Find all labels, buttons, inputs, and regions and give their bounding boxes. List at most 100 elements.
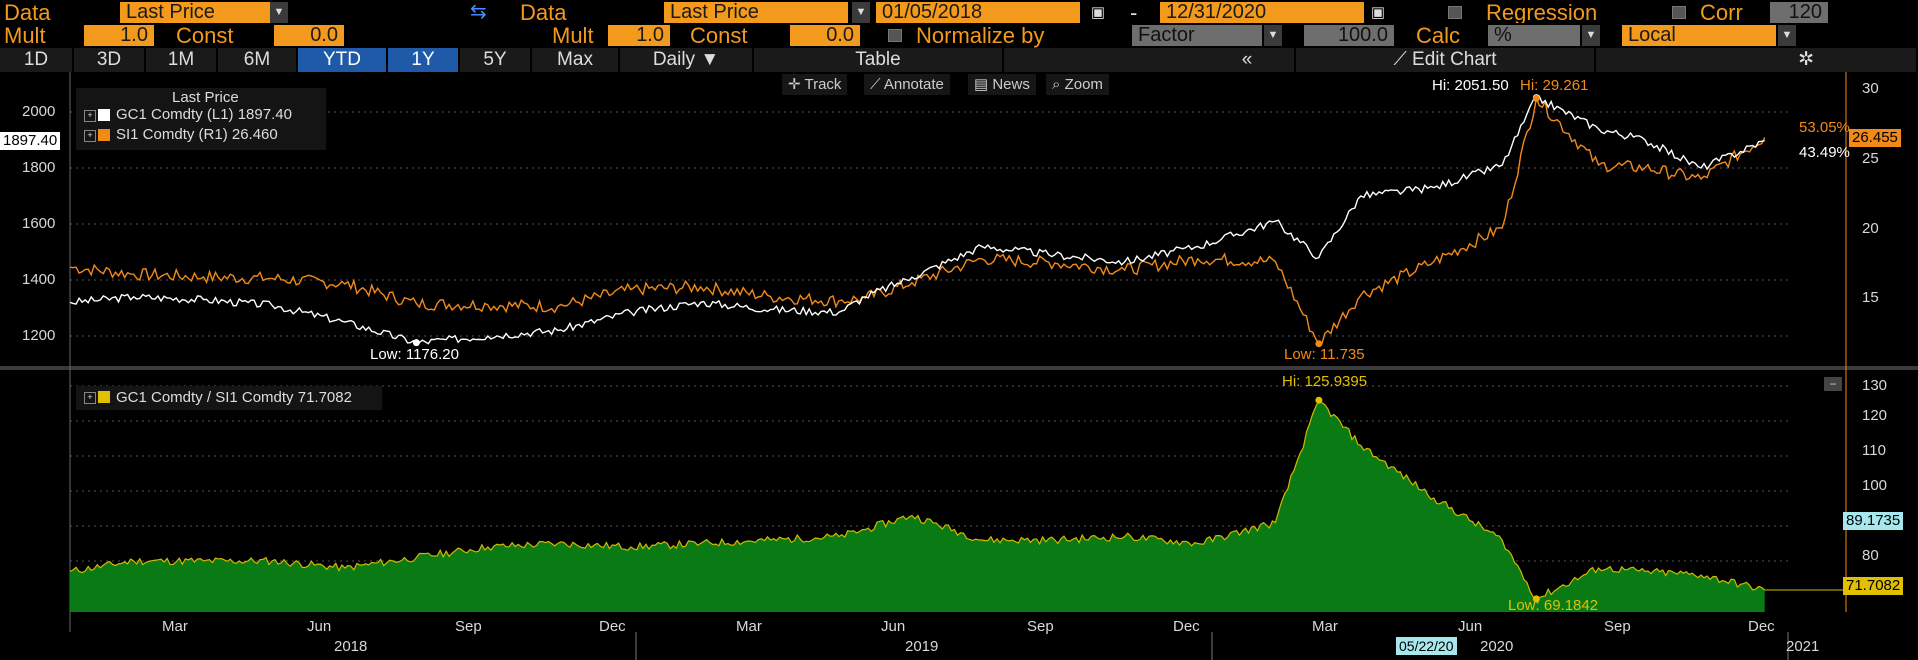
ratio-last-value: 71.7082 — [1843, 577, 1904, 595]
const-label: Const — [176, 23, 234, 48]
track-label: Track — [804, 76, 842, 93]
legend-silver[interactable]: SI1 Comdty (R1) 26.460 — [116, 126, 278, 143]
period-max[interactable]: Max — [532, 48, 620, 72]
chevron-down-icon[interactable]: ▼ — [1582, 25, 1600, 46]
local-select[interactable]: Local — [1622, 25, 1776, 46]
news-tool[interactable]: ▤ News — [968, 74, 1036, 95]
period-1y[interactable]: 1Y — [388, 48, 460, 72]
period-5y[interactable]: 5Y — [460, 48, 532, 72]
mult-input-2[interactable]: 1.0 — [608, 25, 670, 46]
left-axis-tick: 1400 — [22, 271, 56, 288]
gold-low-marker — [412, 339, 420, 347]
annotate-tool[interactable]: ⟋ Annotate — [864, 74, 950, 95]
ratio-swatch — [98, 391, 110, 403]
collapse-button[interactable]: « — [1200, 48, 1296, 72]
x-axis-month: Mar — [1312, 618, 1338, 635]
upper-legend: Last Price + GC1 Comdty (L1) 1897.40 + S… — [76, 88, 326, 150]
chevron-down-icon[interactable]: ▼ — [852, 2, 870, 23]
silver-series-line — [69, 95, 1766, 345]
zoom-label: Zoom — [1064, 76, 1103, 93]
gear-icon: ✲ — [1798, 49, 1814, 70]
period-1m[interactable]: 1M — [146, 48, 218, 72]
track-tool[interactable]: ✛ Track — [782, 74, 848, 95]
regression-checkbox[interactable] — [1448, 6, 1462, 19]
silver-low-marker — [1315, 340, 1323, 348]
ratio-axis-tick: 120 — [1862, 407, 1888, 424]
corr-checkbox[interactable] — [1672, 6, 1686, 19]
period-6m[interactable]: 6M — [218, 48, 298, 72]
news-label: News — [992, 76, 1030, 93]
zoom-tool[interactable]: ⌕ Zoom — [1046, 74, 1109, 95]
regression-label: Regression — [1486, 0, 1598, 25]
chevron-down-icon: ▼ — [700, 49, 720, 70]
header-row-2: Mult 1.0 Const 0.0 Mult 1.0 Const 0.0 No… — [0, 23, 1918, 48]
frequency-select[interactable]: Daily ▼ — [620, 48, 754, 72]
chart-area[interactable] — [0, 72, 1918, 660]
mult-label-2: Mult — [552, 23, 594, 48]
left-axis-tick: 1200 — [22, 327, 56, 344]
minimize-panel-icon[interactable]: − — [1824, 377, 1842, 391]
calc-label: Calc — [1416, 23, 1461, 48]
normalize-select[interactable]: Factor — [1132, 25, 1262, 46]
ratio-hi-marker — [1315, 396, 1323, 404]
expand-icon[interactable]: + — [84, 392, 96, 404]
left-axis-tick: 1600 — [22, 215, 56, 232]
ratio-axis-tick: 80 — [1862, 547, 1879, 564]
period-3d[interactable]: 3D — [74, 48, 146, 72]
period-1d[interactable]: 1D — [0, 48, 74, 72]
const-input[interactable]: 0.0 — [274, 25, 344, 46]
calc-select[interactable]: % — [1488, 25, 1580, 46]
lower-legend: + GC1 Comdty / SI1 Comdty 71.7082 — [76, 386, 382, 410]
settings-button[interactable]: ✲ — [1596, 48, 1918, 72]
silver-low-label: Low: 11.735 — [1284, 346, 1365, 363]
ratio-low-label: Low: 69.1842 — [1508, 597, 1599, 614]
ratio-hi-label: Hi: 125.9395 — [1282, 373, 1368, 390]
silver-last-value: 26.455 — [1849, 129, 1901, 147]
ratio-cursor-value: 89.1735 — [1843, 512, 1904, 530]
mult-input[interactable]: 1.0 — [84, 25, 154, 46]
data-field-select[interactable]: Last Price — [120, 2, 270, 23]
mult-label: Mult — [4, 23, 46, 48]
swap-arrows-icon[interactable]: ⇆ — [470, 1, 487, 23]
gold-low-label: Low: 1176.20 — [370, 346, 459, 363]
x-axis-month: Dec — [1173, 618, 1200, 635]
edit-chart-button[interactable]: ⟋ Edit Chart — [1296, 48, 1596, 72]
silver-hi-label: Hi: 29.261 — [1520, 77, 1589, 94]
expand-icon[interactable]: + — [84, 110, 96, 122]
data-label-2: Data — [520, 0, 567, 25]
const-input-2[interactable]: 0.0 — [790, 25, 860, 46]
legend-gold[interactable]: GC1 Comdty (L1) 1897.40 — [116, 106, 292, 123]
normalize-number-input[interactable]: 100.0 — [1304, 25, 1394, 46]
calendar-icon[interactable]: ▣ — [1090, 4, 1106, 21]
x-axis-month: Sep — [1604, 618, 1631, 635]
ratio-axis-tick: 100 — [1862, 477, 1888, 494]
ratio-axis-tick: 110 — [1862, 442, 1886, 459]
expand-icon[interactable]: + — [84, 130, 96, 142]
gold-pct-change: 43.49% — [1799, 144, 1850, 161]
ratio-series-line — [69, 399, 1766, 600]
pencil-icon: ⟋ — [870, 76, 884, 93]
chevron-down-icon[interactable]: ▼ — [1264, 25, 1282, 46]
x-axis-month: Jun — [881, 618, 906, 635]
left-axis-tick: 1800 — [22, 159, 56, 176]
start-date-input[interactable]: 01/05/2018 — [876, 2, 1080, 23]
normalize-checkbox[interactable] — [888, 29, 902, 42]
legend-ratio[interactable]: GC1 Comdty / SI1 Comdty 71.7082 — [116, 389, 352, 406]
silver-hi-marker — [1532, 94, 1540, 102]
gold-last-value: 1897.40 — [0, 132, 61, 150]
chevron-down-icon[interactable]: ▼ — [270, 2, 288, 23]
chevron-down-icon[interactable]: ▼ — [1778, 25, 1796, 46]
left-axis-tick: 2000 — [22, 103, 56, 120]
corr-input[interactable]: 120 — [1770, 2, 1828, 23]
ratio-low-marker — [1532, 595, 1540, 603]
annotate-label: Annotate — [883, 76, 944, 93]
magnifier-icon: ⌕ — [1052, 76, 1065, 93]
data-field-select-2[interactable]: Last Price — [664, 2, 848, 23]
legend-title: Last Price — [172, 89, 239, 106]
calendar-icon[interactable]: ▣ — [1370, 4, 1386, 21]
table-button[interactable]: Table — [754, 48, 1004, 72]
x-axis-month: Mar — [162, 618, 188, 635]
end-date-input[interactable]: 12/31/2020 — [1160, 2, 1364, 23]
panel-divider — [0, 366, 1918, 370]
period-ytd[interactable]: YTD — [298, 48, 388, 72]
